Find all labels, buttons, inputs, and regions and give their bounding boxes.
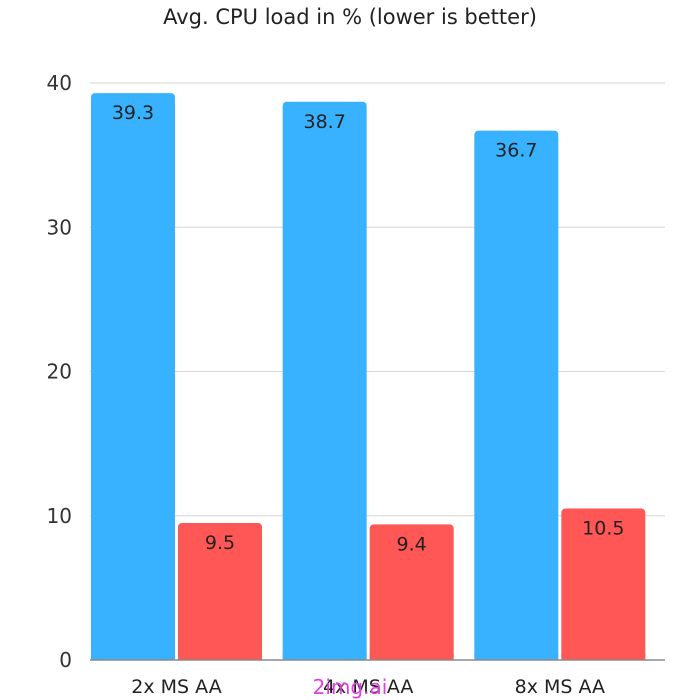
bar-series-0-2: [474, 130, 559, 661]
value-label-series-1-2: 10.5: [582, 518, 624, 540]
bar-base-series-1-1: [369, 654, 454, 660]
x-category-label: 8x MS AA: [515, 676, 605, 698]
bar-series-1-0: [178, 522, 262, 660]
x-axis-categories: 2x MS AA 4x MS AA 8x MS AA: [131, 676, 605, 698]
bar-series-0-1: [282, 101, 367, 660]
bar-base-series-1-0: [178, 654, 262, 660]
bar-base-series-0-1: [282, 654, 367, 660]
bar-series-1-1: [369, 524, 454, 660]
bar-series-1-2: [561, 508, 646, 660]
bar-base-series-0-0: [91, 654, 175, 660]
value-label-series-0-0: 39.3: [112, 102, 154, 124]
x-category-label: 4x MS AA: [323, 676, 413, 698]
y-tick-label: 20: [47, 360, 72, 384]
value-label-series-0-1: 38.7: [304, 111, 346, 133]
gridlines: [90, 82, 665, 517]
value-label-series-1-0: 9.5: [205, 532, 235, 554]
value-label-series-1-1: 9.4: [397, 533, 427, 555]
bar-series-0-0: [91, 93, 175, 660]
bar-value-labels: 39.3 9.5 38.7 9.4 36.7 10.5: [112, 102, 625, 555]
watermark-text: 2img.ai: [313, 675, 388, 699]
y-tick-label: 30: [47, 215, 72, 239]
bars: [91, 93, 646, 661]
x-category-label: 2x MS AA: [131, 676, 221, 698]
bar-base-series-1-2: [561, 654, 646, 660]
chart-title: Avg. CPU load in % (lower is better): [163, 5, 537, 29]
bar-base-series-0-2: [474, 654, 559, 660]
y-tick-label: 40: [47, 71, 72, 95]
y-tick-label: 10: [47, 504, 72, 528]
y-tick-label: 0: [59, 648, 72, 672]
y-axis-ticks: 0 10 20 30 40: [47, 71, 72, 672]
value-label-series-0-2: 36.7: [495, 140, 537, 162]
